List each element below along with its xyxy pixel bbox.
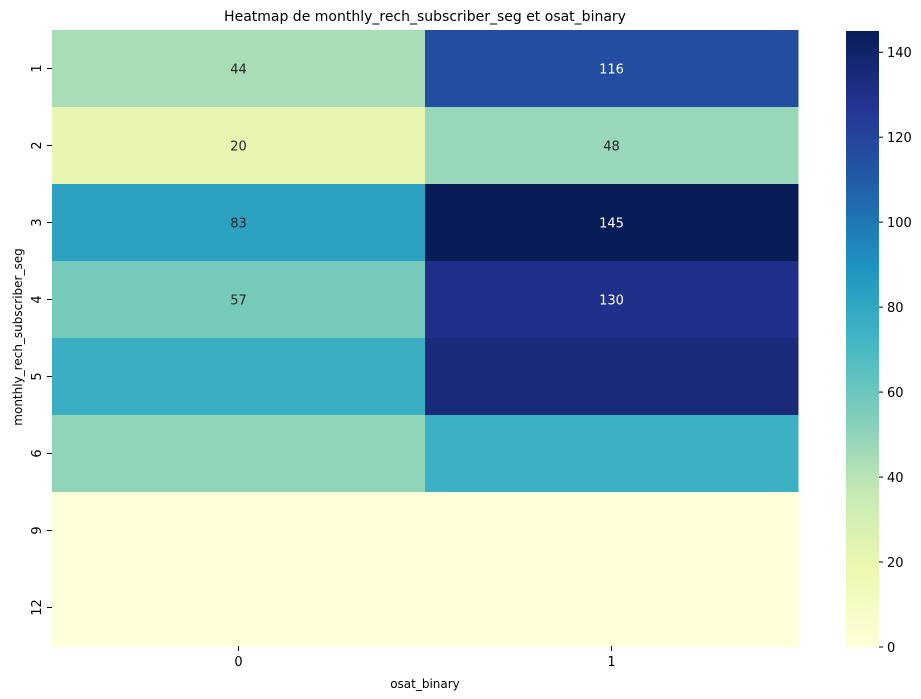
x-tick-label: 0: [234, 655, 242, 670]
cell-value-label: 48: [603, 140, 620, 155]
colorbar-tick-label: 40: [887, 471, 904, 486]
cell-value-label: 44: [230, 63, 247, 78]
colorbar-tick-label: 0: [887, 641, 895, 656]
heatmap-cells: 44 116 20 48 83 145 57 130: [52, 30, 799, 647]
colorbar-tick-label: 20: [887, 556, 904, 571]
cell-value-label: 83: [230, 217, 247, 232]
x-axis-label: osat_binary: [390, 677, 460, 691]
y-axis-label: monthly_rech_subscriber_seg: [11, 248, 25, 425]
heatmap-cell: [425, 415, 799, 493]
y-tick-label: 5: [30, 372, 45, 380]
y-tick-label: 12: [30, 599, 45, 616]
heatmap-cell: [52, 184, 426, 262]
heatmap-cell: [425, 338, 799, 416]
heatmap-cell: [52, 338, 426, 416]
cell-value-label: 116: [599, 63, 624, 78]
y-tick-label: 1: [30, 64, 45, 72]
heatmap-cell: [52, 492, 426, 570]
y-tick-label: 2: [30, 141, 45, 149]
heatmap-cell: [425, 107, 799, 185]
heatmap-cell: [52, 569, 426, 647]
x-tick-label: 1: [607, 655, 615, 670]
colorbar-ticks: 0 20 40 60 80 100 120 140: [879, 46, 912, 656]
colorbar-tick-label: 60: [887, 386, 904, 401]
heatmap-cell: [52, 107, 426, 185]
y-tick-label: 3: [30, 218, 45, 226]
y-tick-label: 6: [30, 449, 45, 457]
cell-value-label: 57: [230, 294, 247, 309]
heatmap-cell: [52, 415, 426, 493]
heatmap-cell: [52, 261, 426, 339]
heatmap-cell: [425, 569, 799, 647]
y-tick-label: 4: [30, 295, 45, 303]
heatmap-cell: [425, 261, 799, 339]
heatmap-cell: [425, 492, 799, 570]
heatmap-cell: [425, 184, 799, 262]
cell-value-label: 130: [599, 294, 624, 309]
cell-value-label: 20: [230, 140, 247, 155]
colorbar: [846, 31, 879, 647]
colorbar-tick-label: 120: [887, 131, 912, 146]
heatmap-cell: [52, 30, 426, 108]
y-tick-label: 9: [30, 526, 45, 534]
heatmap-cell: [425, 30, 799, 108]
colorbar-tick-label: 80: [887, 301, 904, 316]
cell-value-label: 145: [599, 217, 624, 232]
colorbar-tick-label: 100: [887, 216, 912, 231]
colorbar-tick-label: 140: [887, 46, 912, 61]
chart-title: Heatmap de monthly_rech_subscriber_seg e…: [224, 9, 626, 25]
